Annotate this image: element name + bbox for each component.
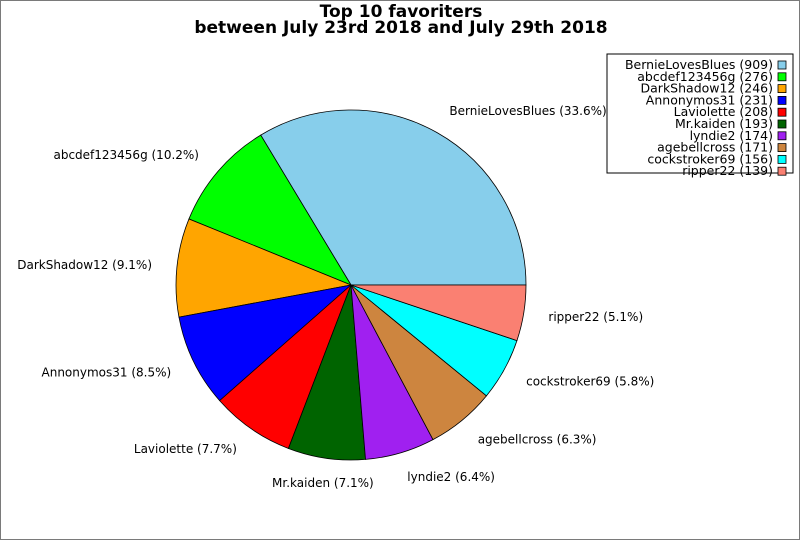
pie-slice-annonymos31 bbox=[178, 284, 353, 402]
legend-label-laviolette: Laviolette (208) bbox=[674, 104, 773, 119]
slice-label-agebellcross: agebellcross (6.3%) bbox=[478, 433, 597, 447]
legend-swatch-mr-kaiden bbox=[777, 119, 787, 129]
chart-title-line-1: Top 10 favoriters bbox=[320, 2, 483, 22]
legend: BernieLovesBlues (909)abcdef123456g (276… bbox=[606, 53, 794, 178]
pie-slice-ripper22 bbox=[350, 284, 527, 342]
pie-slice-abcdef123456g bbox=[188, 134, 352, 286]
pie-slice-labels: BernieLovesBlues (33.6%) abcdef123456g (1… bbox=[17, 104, 654, 490]
legend-swatch-bernielovesblues bbox=[777, 60, 787, 70]
legend-swatch-darkshadow12 bbox=[777, 84, 787, 93]
slice-label-ripper22: ripper22 (5.1%) bbox=[548, 310, 643, 324]
legend-label-annonymos31: Annonymos31 (231) bbox=[646, 92, 773, 107]
pie-slice-darkshadow12 bbox=[175, 218, 353, 318]
slice-label-mr-kaiden: Mr.kaiden (7.1%) bbox=[272, 476, 374, 490]
slice-label-lyndie2: lyndie2 (6.4%) bbox=[407, 470, 495, 484]
legend-swatch-annonymos31 bbox=[777, 96, 787, 105]
slice-label-darkshadow12: DarkShadow12 (9.1%) bbox=[17, 258, 152, 272]
slice-label-cockstroker69: cockstroker69 (5.8%) bbox=[526, 375, 654, 389]
legend-swatch-abcdef123456g bbox=[777, 72, 787, 82]
legend-swatch-cockstroker69 bbox=[777, 154, 787, 164]
legend-swatch-ripper22 bbox=[777, 166, 787, 176]
legend-swatch-agebellcross bbox=[777, 143, 787, 153]
legend-label-agebellcross: agebellcross (171) bbox=[657, 140, 773, 155]
legend-swatch-laviolette bbox=[777, 107, 787, 117]
legend-label-bernielovesblues: BernieLovesBlues (909) bbox=[625, 57, 773, 72]
slice-label-annonymos31: Annonymos31 (8.5%) bbox=[42, 366, 172, 380]
slice-label-abcdef123456g: abcdef123456g (10.2%) bbox=[53, 148, 199, 162]
pie-slices bbox=[175, 109, 527, 461]
chart-title-line-2: between July 23rd 2018 and July 29th 201… bbox=[194, 18, 607, 38]
legend-label-abcdef123456g: abcdef123456g (276) bbox=[637, 69, 773, 84]
legend-box bbox=[606, 53, 794, 174]
slice-label-bernielovesblues: BernieLovesBlues (33.6%) bbox=[449, 104, 606, 118]
legend-label-darkshadow12: DarkShadow12 (246) bbox=[641, 81, 773, 96]
pie-slice-bernielovesblues bbox=[260, 109, 527, 286]
legend-label-cockstroker69: cockstroker69 (156) bbox=[647, 151, 773, 166]
legend-label-ripper22: ripper22 (139) bbox=[682, 163, 773, 178]
legend-swatch-lyndie2 bbox=[777, 131, 787, 141]
slice-label-laviolette: Laviolette (7.7%) bbox=[134, 442, 237, 456]
legend-label-mr-kaiden: Mr.kaiden (193) bbox=[675, 116, 773, 131]
legend-label-lyndie2: lyndie2 (174) bbox=[690, 128, 773, 143]
